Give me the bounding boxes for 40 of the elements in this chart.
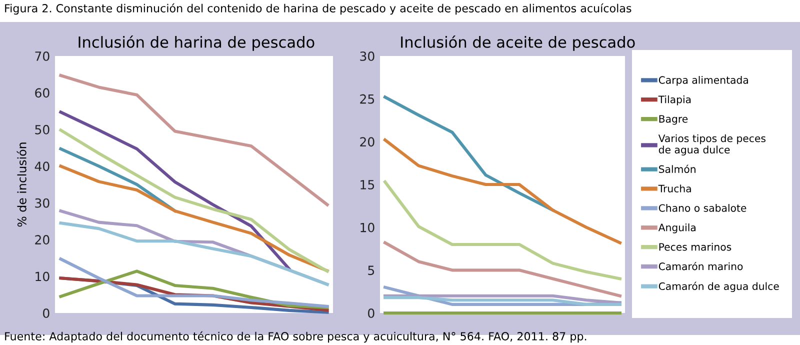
y-tick-label: 60 (35, 88, 50, 98)
legend-label: Camarón de agua dulce (658, 282, 779, 292)
legend-label: Tilapia (658, 95, 691, 106)
y-tick-label: 10 (36, 272, 50, 282)
text: Figura 2. Constante disminución del contenido de harina de pescado y aceite de pescado en alimentos acuícolas (5, 3, 632, 15)
legend-label: Trucha (658, 184, 691, 192)
legend-label: Chano o sabalote (658, 204, 746, 212)
line-series (384, 180, 622, 280)
y-tick-label: 15 (360, 180, 374, 190)
y-tick-label: 25 (360, 94, 374, 104)
y-axis-title: % de inclusión (16, 142, 26, 227)
line-series (59, 164, 329, 272)
line-series (59, 74, 329, 206)
y-tick-label: 10 (360, 222, 374, 232)
legend-label: Salmón (659, 164, 696, 173)
line-series (384, 241, 622, 298)
y-tick-label: 40 (34, 162, 50, 172)
line-series (384, 138, 622, 244)
line-series (59, 222, 329, 286)
legend-label: Camarón marino (658, 262, 743, 270)
y-tick-label: 30 (35, 198, 50, 208)
chart-title: Inclusión de aceite de pescado (401, 35, 635, 51)
y-tick-label: 0 (368, 308, 374, 318)
line-series (59, 110, 291, 270)
legend-label: Peces marinos (659, 242, 732, 251)
line-series (59, 128, 329, 273)
y-tick-label: 20 (360, 137, 374, 147)
source-note: Fuente: Adaptado del documento técnico de la FAO sobre pesca y acuicultura, N° 564. FAO, 2011. 87 pp. (5, 331, 586, 343)
chart-title: Inclusión de harina de pescado (78, 35, 314, 51)
legend-label: Carpa alimentada (658, 76, 748, 86)
legend-label: Varios tipos de peces de agua dulce (658, 134, 766, 156)
y-tick-label: 20 (35, 235, 50, 244)
y-tick-label: 50 (35, 124, 50, 134)
line-series (59, 258, 329, 308)
legend-label: Bagre (659, 115, 688, 125)
y-tick-label: 0 (43, 308, 50, 318)
y-tick-label: 30 (360, 51, 374, 61)
legend-label: Anguila (658, 223, 696, 234)
y-tick-label: 70 (35, 51, 50, 61)
y-tick-label: 5 (368, 266, 374, 276)
